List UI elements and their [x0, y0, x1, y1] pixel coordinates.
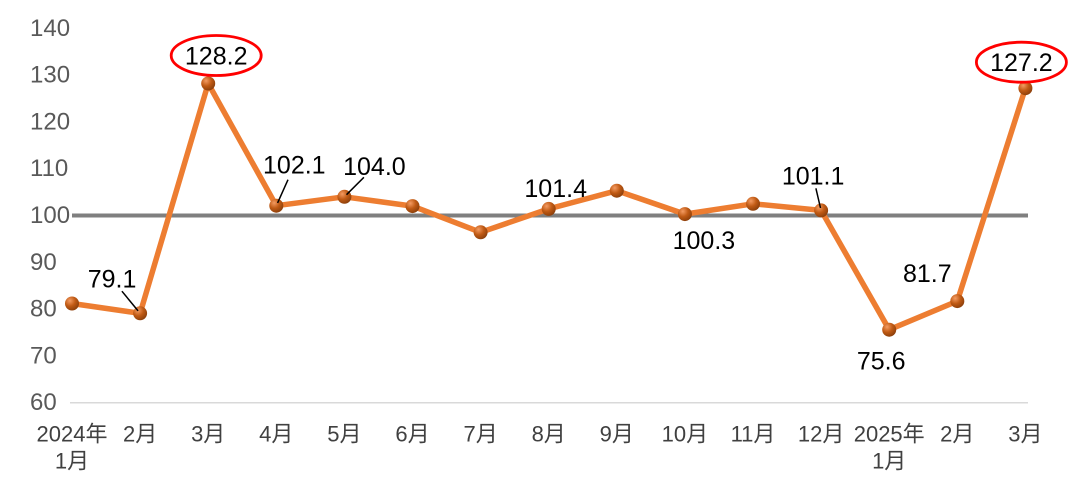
data-label: 102.1: [263, 152, 326, 180]
x-axis-tick-label: 9月: [600, 422, 634, 447]
data-point-marker: [1018, 81, 1033, 96]
y-axis: 140 130 120 110 100 90 80 70 60: [30, 15, 70, 416]
y-axis-tick-label: 100: [30, 202, 70, 229]
x-axis-tick-label: 11月: [731, 422, 776, 447]
y-axis-tick-label: 70: [30, 342, 57, 369]
highlight-ellipse: [975, 40, 1068, 84]
label-leader-line: [276, 179, 289, 204]
data-label: 101.4: [524, 175, 587, 203]
data-point-marker: [950, 294, 965, 309]
data-point-markers: [65, 76, 1033, 337]
x-axis-tick-label: 2月: [940, 422, 974, 447]
y-axis-tick-label: 140: [30, 15, 70, 42]
data-point-marker: [473, 225, 488, 240]
y-axis-tick-label: 110: [30, 155, 68, 182]
x-axis-tick-label: 4月: [259, 422, 293, 447]
x-axis-tick-label: 5月: [327, 422, 361, 447]
x-axis-tick-label: 12月: [798, 422, 844, 447]
data-label: 127.2: [990, 49, 1053, 77]
highlight-ellipse: [169, 34, 263, 77]
x-axis-tick-label: 8月: [532, 422, 566, 447]
x-axis-tick-label: 2024年: [37, 422, 108, 447]
data-point-marker: [746, 196, 760, 211]
data-point-marker: [609, 183, 624, 198]
x-axis-tick-label: 2月: [123, 422, 157, 447]
label-leader-line: [121, 290, 139, 312]
label-leader-line: [345, 176, 365, 196]
x-axis-tick-label: 1月: [55, 449, 89, 474]
y-axis-tick-label: 120: [30, 108, 70, 135]
x-axis-tick-label: 6月: [395, 422, 429, 447]
data-point-marker: [541, 201, 556, 216]
data-label: 81.7: [903, 260, 952, 288]
data-point-marker: [882, 322, 897, 337]
y-axis-tick-label: 60: [30, 389, 57, 416]
data-label: 101.1: [782, 162, 845, 190]
data-label: 100.3: [673, 227, 736, 255]
data-labels: 79.1 128.2 102.1 104.0 101.4 100.3 101.1 75.6 81…: [88, 34, 1068, 376]
data-label: 128.2: [185, 43, 248, 71]
data-label: 79.1: [88, 265, 137, 293]
data-label: 75.6: [857, 348, 906, 376]
label-leader-line: [815, 188, 822, 209]
data-point-marker: [814, 203, 829, 218]
y-axis-tick-label: 130: [30, 62, 70, 89]
x-axis-tick-label: 10月: [662, 422, 708, 447]
x-axis-tick-label: 3月: [191, 422, 225, 447]
data-point-marker: [677, 207, 692, 222]
x-axis-tick-label: 1月: [872, 449, 906, 474]
x-axis-tick-label: 3月: [1008, 422, 1042, 447]
x-axis-tick-label: 7月: [463, 422, 497, 447]
y-axis-tick-label: 90: [30, 249, 57, 276]
y-axis-tick-label: 80: [30, 296, 57, 323]
data-point-marker: [405, 199, 420, 214]
data-point-marker: [201, 76, 216, 91]
data-point-marker: [65, 296, 79, 311]
data-point-marker: [269, 198, 284, 213]
data-label: 104.0: [343, 153, 406, 181]
x-axis-tick-label: 2025年: [854, 422, 925, 447]
